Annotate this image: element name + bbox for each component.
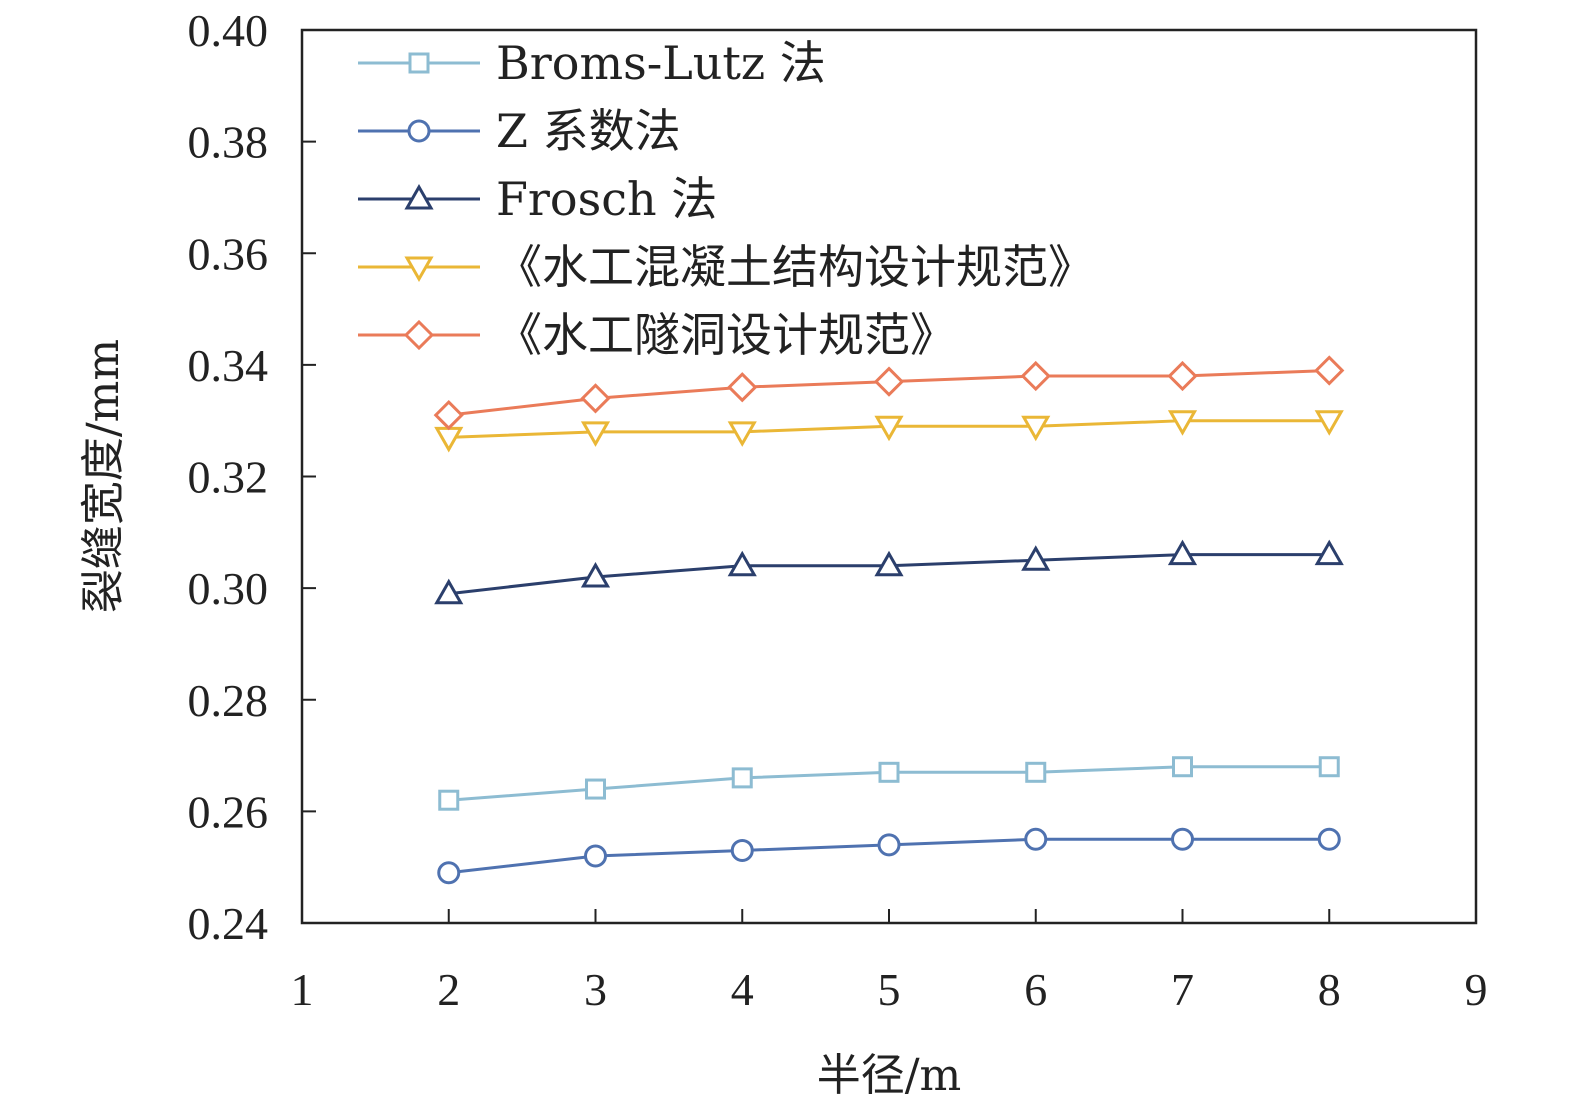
legend-marker bbox=[404, 256, 434, 283]
x-tick-label: 5 bbox=[878, 964, 901, 1015]
data-point bbox=[580, 421, 611, 447]
legend-item: Broms-Lutz 法 bbox=[358, 36, 826, 90]
legend-item: 《水工隧洞设计规范》 bbox=[358, 308, 956, 362]
legend-label: Frosch 法 bbox=[496, 172, 717, 226]
data-point bbox=[584, 844, 607, 868]
data-point bbox=[434, 426, 464, 453]
data-point bbox=[438, 789, 460, 811]
legend-item: 《水工混凝土结构设计规范》 bbox=[358, 240, 1094, 294]
data-point bbox=[580, 383, 611, 414]
data-point bbox=[727, 372, 758, 403]
series-layer bbox=[433, 355, 1345, 885]
x-tick-label: 1 bbox=[291, 964, 314, 1015]
legend-item: Z 系数法 bbox=[358, 104, 681, 158]
legend-marker bbox=[404, 183, 434, 210]
data-point bbox=[877, 833, 901, 857]
data-point bbox=[1314, 539, 1344, 566]
y-tick-label: 0.26 bbox=[188, 786, 269, 837]
data-point bbox=[1317, 827, 1341, 851]
y-tick-label: 0.36 bbox=[188, 228, 269, 279]
legend-marker bbox=[408, 52, 430, 74]
y-axis-title: 裂缝宽度/mm bbox=[78, 339, 129, 613]
y-tick-label: 0.24 bbox=[188, 898, 269, 949]
data-point bbox=[1020, 360, 1051, 392]
y-tick-label: 0.28 bbox=[188, 675, 269, 726]
data-point bbox=[1172, 756, 1193, 778]
data-point bbox=[585, 778, 606, 800]
data-point bbox=[874, 415, 904, 442]
x-axis-title: 半径/m bbox=[817, 1050, 962, 1101]
legend-label: 《水工隧洞设计规范》 bbox=[496, 308, 956, 362]
data-point bbox=[1167, 410, 1198, 436]
x-tick-label: 4 bbox=[731, 964, 754, 1015]
x-tick-label: 9 bbox=[1465, 964, 1488, 1015]
data-point bbox=[878, 761, 900, 783]
x-tick-label: 3 bbox=[584, 964, 607, 1015]
data-point bbox=[437, 861, 461, 885]
y-tick-label: 0.34 bbox=[188, 340, 269, 391]
data-point bbox=[434, 578, 464, 605]
y-tick-label: 0.38 bbox=[188, 117, 269, 168]
data-point bbox=[874, 550, 904, 577]
data-point bbox=[1318, 756, 1340, 778]
data-point bbox=[1024, 827, 1048, 851]
x-axis-ticks: 1 2 3 4 5 6 7 8 9 bbox=[291, 909, 1488, 1015]
x-tick-label: 2 bbox=[437, 964, 460, 1015]
data-point bbox=[1021, 415, 1051, 442]
legend-marker bbox=[403, 319, 435, 351]
y-tick-label: 0.40 bbox=[188, 5, 269, 56]
series-5 bbox=[433, 355, 1345, 431]
data-point bbox=[1167, 360, 1198, 392]
legend-marker bbox=[407, 119, 431, 143]
y-axis-ticks: 0.24 0.26 0.28 0.30 0.32 0.34 0.36 0.38 0.40 bbox=[188, 5, 316, 949]
series-3 bbox=[434, 539, 1344, 605]
x-tick-label: 6 bbox=[1024, 964, 1047, 1015]
data-point bbox=[1021, 545, 1051, 571]
x-tick-label: 8 bbox=[1318, 964, 1341, 1015]
x-tick-label: 7 bbox=[1171, 964, 1194, 1015]
data-point bbox=[731, 767, 753, 789]
data-point bbox=[580, 561, 611, 588]
data-point bbox=[727, 421, 757, 447]
legend: Broms-Lutz 法 Z 系数法 Frosch 法《水工混凝土结构设计规范》《水… bbox=[358, 36, 1094, 362]
legend-label: Broms-Lutz 法 bbox=[496, 36, 826, 90]
data-point bbox=[1314, 355, 1345, 386]
legend-label: Z 系数法 bbox=[496, 104, 681, 158]
data-point bbox=[1314, 410, 1344, 436]
y-tick-label: 0.32 bbox=[188, 452, 269, 503]
data-point bbox=[727, 550, 757, 577]
data-point bbox=[873, 366, 905, 397]
legend-item: Frosch 法 bbox=[358, 172, 717, 226]
series-2 bbox=[437, 827, 1341, 885]
data-point bbox=[1171, 827, 1194, 851]
data-point bbox=[1025, 761, 1047, 783]
y-tick-label: 0.30 bbox=[188, 563, 269, 614]
series-1 bbox=[438, 756, 1340, 811]
data-point bbox=[1167, 539, 1198, 566]
data-point bbox=[730, 838, 754, 862]
plot-frame bbox=[300, 28, 1478, 925]
data-point bbox=[433, 399, 464, 431]
series-4 bbox=[434, 410, 1344, 453]
legend-label: 《水工混凝土结构设计规范》 bbox=[496, 240, 1094, 294]
